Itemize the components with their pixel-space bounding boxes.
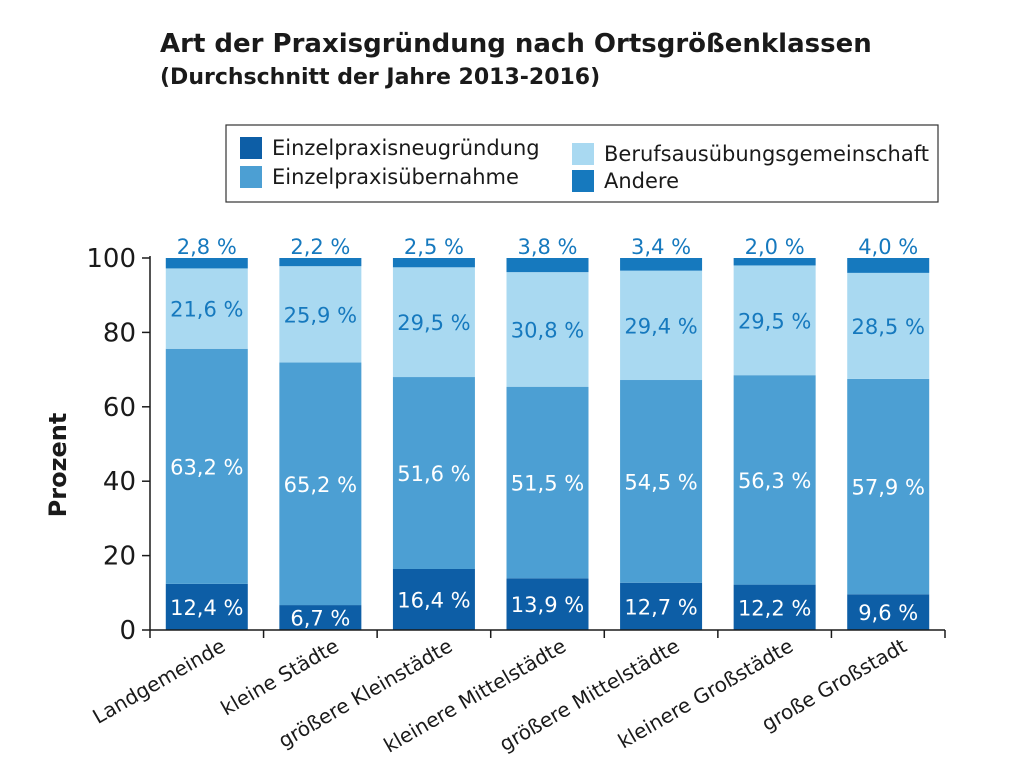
chart-subtitle: (Durchschnitt der Jahre 2013-2016) [160,65,600,90]
bar-segment [279,605,362,630]
chart-legend: Einzelpraxisneugründung Einzelpraxisübern… [225,124,939,203]
bar-segment [392,377,475,569]
bar-segment [165,348,248,584]
data-label: 2,5 % [404,235,464,259]
legend-label: Einzelpraxisübernahme [272,165,519,189]
bar-segment [620,258,703,271]
bar-segment [279,266,362,363]
bar-segment [165,268,248,349]
bar-segment [392,258,475,268]
data-label: 2,2 % [290,235,350,259]
bar-segment [620,582,703,630]
data-label: 3,4 % [631,235,691,259]
legend-label: Einzelpraxisneugründung [272,136,540,160]
bar-segment [847,378,930,595]
legend-swatch [240,137,262,159]
data-label: 21,6 % [170,298,243,322]
data-label: 25,9 % [284,303,357,327]
data-label: 9,6 % [858,601,918,625]
chart-title: Art der Praxisgründung nach Ortsgrößenkl… [160,29,872,59]
data-label: 29,5 % [738,309,811,333]
y-tick-label: 100 [86,244,136,274]
y-tick-label: 20 [103,542,136,572]
bar-segment [847,258,930,273]
bar-segment [733,584,816,630]
bar-segment [279,362,362,606]
data-label: 51,5 % [511,472,584,496]
bar-segment [733,265,816,376]
x-tick-label: Landgemeinde [88,634,229,729]
data-label: 3,8 % [517,235,577,259]
bar-segment [392,568,475,630]
bar-segment [279,258,362,267]
data-label: 2,8 % [177,235,237,259]
bar-segment [733,375,816,585]
y-tick-label: 80 [103,318,136,348]
bar-segment [392,267,475,378]
bar-segment [165,258,248,269]
bar-segment [847,594,930,630]
bar-segment [847,272,930,379]
legend-label: Berufsausübungsgemeinschaft [604,142,929,166]
y-axis-label: Prozent [44,413,72,518]
data-label: 16,4 % [397,588,470,612]
data-label: 63,2 % [170,455,243,479]
legend-swatch [572,170,594,192]
data-label: 12,7 % [624,595,697,619]
x-tick-label: kleinere Mittelstädte [379,634,570,758]
data-label: 30,8 % [511,318,584,342]
data-label: 54,5 % [624,470,697,494]
data-label: 56,3 % [738,469,811,493]
y-axis: 0 20 40 60 80 100 [86,244,151,646]
bar-segment [506,272,589,387]
data-label: 6,7 % [290,607,350,631]
data-label: 13,9 % [511,593,584,617]
data-label: 28,5 % [852,315,925,339]
data-label: 12,4 % [170,596,243,620]
bar-segment [733,258,816,266]
data-label: 51,6 % [397,462,470,486]
y-tick-label: 0 [119,616,136,646]
bar-segment [620,270,703,381]
bar-segment [165,583,248,630]
bars-group [165,258,930,630]
bar-segment [506,258,589,273]
y-tick-label: 40 [103,467,136,497]
legend-swatch [572,143,594,165]
data-label: 2,0 % [745,235,805,259]
data-label: 12,2 % [738,596,811,620]
data-label: 29,4 % [624,314,697,338]
data-label: 4,0 % [858,235,918,259]
data-label: 29,5 % [397,311,470,335]
bar-segment [506,386,589,579]
legend-label: Andere [604,169,679,193]
bar-segment [620,380,703,583]
data-label: 65,2 % [284,473,357,497]
x-tick-label: größere Mittelstädte [495,634,683,757]
data-label: 57,9 % [852,476,925,500]
y-tick-label: 60 [103,393,136,423]
legend-swatch [240,166,262,188]
bar-segment [506,578,589,630]
value-labels-group: 12,4 % 63,2 % 21,6 % 2,8 % 6,7 % 65,2 % 25,9 %… [170,235,925,631]
